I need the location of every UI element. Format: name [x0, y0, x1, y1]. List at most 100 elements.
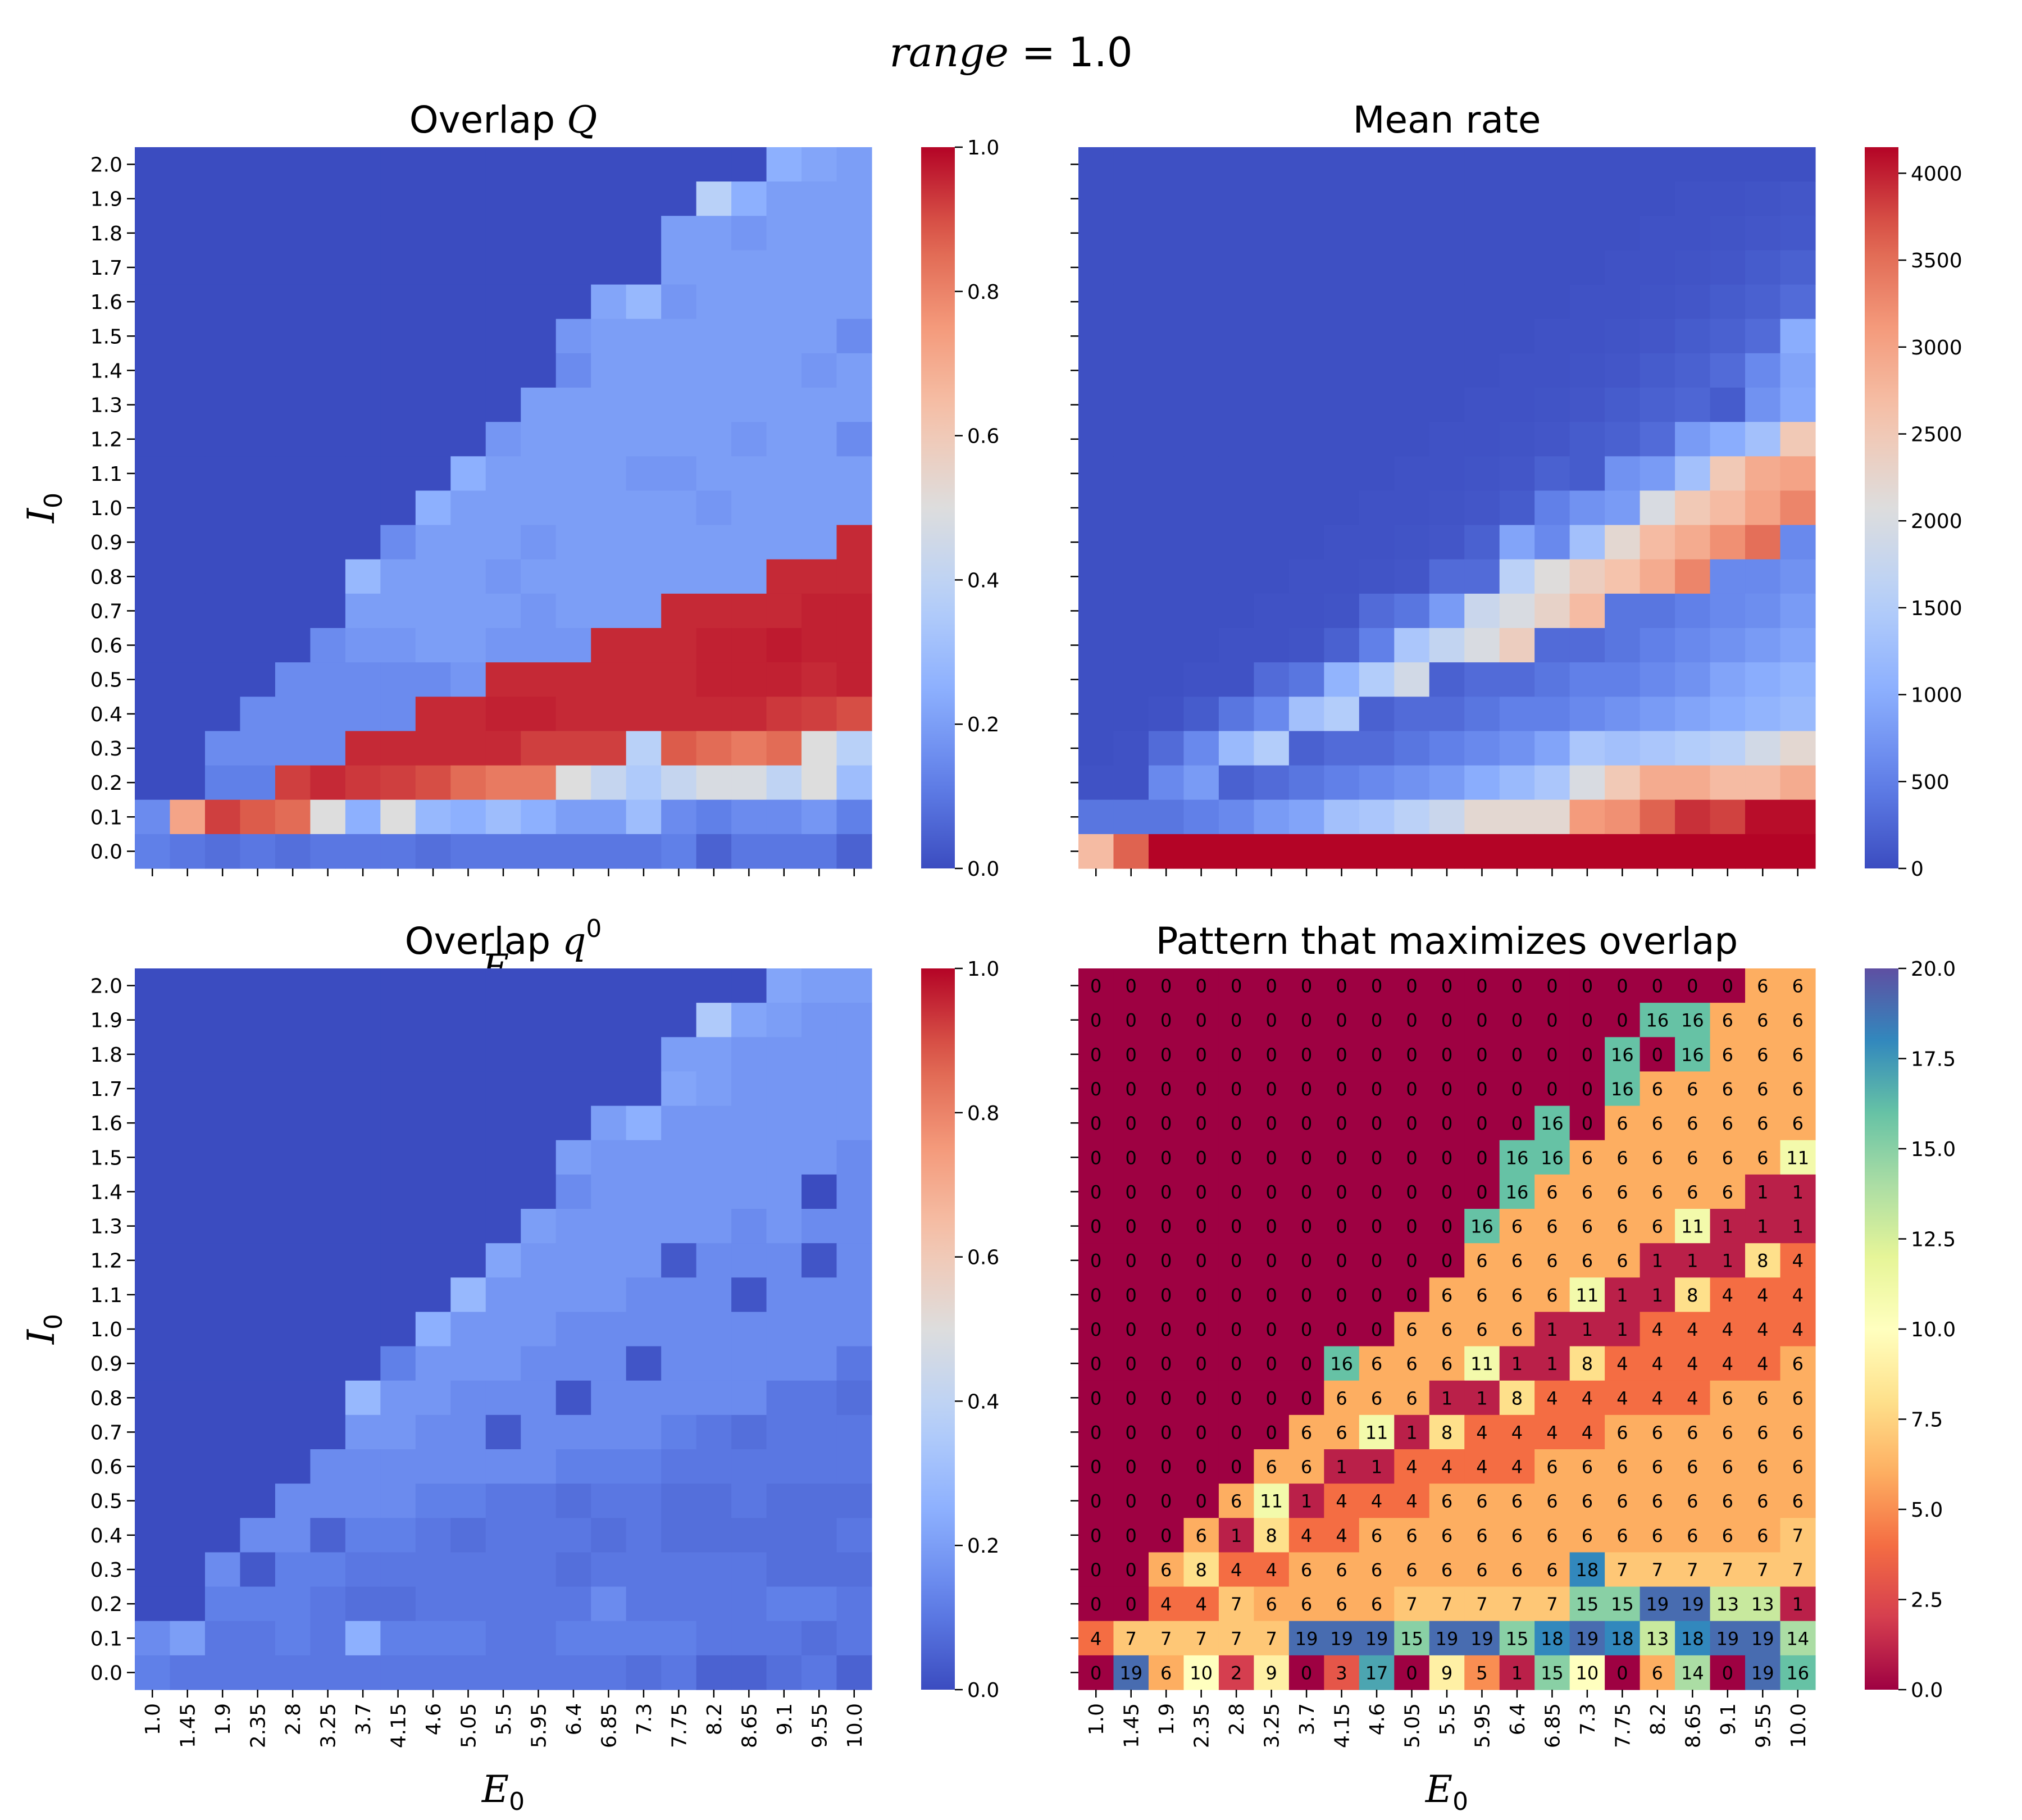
heatmap-cell — [555, 388, 591, 422]
heatmap-cell — [1394, 388, 1430, 422]
heatmap-cell — [310, 593, 346, 629]
cell-annotation: 6 — [1757, 1044, 1768, 1066]
heatmap-cell — [766, 250, 802, 285]
heatmap-cell — [661, 559, 697, 594]
heatmap-cell — [1499, 834, 1535, 869]
heatmap-cell — [1710, 525, 1746, 560]
cell-annotation: 0 — [1371, 1113, 1382, 1134]
heatmap-cell — [240, 1380, 276, 1416]
cell-annotation: 6 — [1616, 1147, 1628, 1168]
cell-annotation: 0 — [1265, 976, 1277, 997]
heatmap-cell — [661, 1518, 697, 1553]
y-tick-label: 2.0 — [90, 154, 122, 177]
heatmap-cell — [1254, 799, 1290, 835]
heatmap-cell — [380, 1552, 416, 1587]
heatmap-cell — [1324, 697, 1360, 732]
heatmap-cell — [1605, 1380, 1641, 1416]
heatmap-cell — [591, 559, 627, 594]
colorbar-tick-label: 1500 — [1911, 597, 1962, 620]
heatmap-cell — [275, 1655, 311, 1690]
heatmap-cell — [485, 593, 521, 629]
heatmap-cell — [1429, 456, 1465, 492]
heatmap-cell — [275, 216, 311, 251]
y-tick-label: 0.9 — [90, 1353, 122, 1376]
heatmap-cell — [1675, 388, 1711, 422]
heatmap-cell — [591, 1312, 627, 1347]
heatmap-cell — [1640, 1312, 1675, 1347]
cell-annotation: 0 — [1265, 1181, 1277, 1203]
heatmap-cell — [696, 525, 732, 560]
heatmap-cell — [1429, 1071, 1465, 1107]
heatmap-cell — [626, 1140, 662, 1175]
cell-annotation: 8 — [1511, 1387, 1523, 1409]
heatmap-cell — [1429, 1209, 1465, 1244]
heatmap-cell — [696, 1174, 732, 1209]
heatmap-cell — [135, 1071, 171, 1107]
cell-annotation: 6 — [1792, 1422, 1804, 1443]
cell-annotation: 0 — [1511, 1079, 1523, 1100]
heatmap-cell — [626, 525, 662, 560]
heatmap-cell — [1113, 1037, 1149, 1072]
cell-annotation: 7 — [1687, 1559, 1698, 1581]
heatmap-cell — [1605, 1277, 1641, 1313]
cell-annotation: 6 — [1757, 1079, 1768, 1100]
x-tick-label: 7.75 — [668, 1703, 691, 1748]
heatmap-cell — [380, 731, 416, 766]
cell-annotation: 1 — [1616, 1285, 1628, 1306]
heatmap-cell — [1464, 697, 1500, 732]
y-tick-label: 1.6 — [90, 291, 122, 314]
heatmap-cell — [1078, 1243, 1114, 1278]
heatmap-cell — [555, 1209, 591, 1244]
heatmap-cell — [521, 1586, 557, 1622]
heatmap-cell — [135, 1380, 171, 1416]
cell-annotation: 0 — [1476, 1147, 1487, 1168]
heatmap-cell — [415, 1174, 451, 1209]
y-tick-label: 0.0 — [90, 1662, 122, 1685]
heatmap-cell — [801, 490, 837, 526]
heatmap-cell — [801, 628, 837, 663]
heatmap-cell — [836, 559, 872, 594]
heatmap-cell — [731, 1621, 767, 1656]
y-tick-label: 0.1 — [90, 806, 122, 829]
heatmap-cell — [696, 834, 732, 869]
heatmap-cell — [1534, 422, 1570, 457]
heatmap-cell — [766, 1071, 802, 1107]
heatmap-cell — [240, 1586, 276, 1622]
cell-annotation: 11 — [1576, 1285, 1599, 1306]
heatmap-cell — [240, 799, 276, 835]
heatmap-cell — [766, 1346, 802, 1381]
heatmap-cell — [591, 1003, 627, 1038]
heatmap-cell — [1710, 1380, 1746, 1416]
x-tick-label: 8.65 — [738, 1703, 761, 1748]
heatmap-cell — [1499, 1105, 1535, 1141]
heatmap-cell — [1780, 593, 1816, 629]
cell-annotation: 6 — [1792, 1353, 1804, 1375]
cell-annotation: 10 — [1190, 1662, 1213, 1684]
heatmap-cell — [1534, 181, 1570, 216]
cell-annotation: 6 — [1757, 1457, 1768, 1478]
y-tick-label: 0.3 — [90, 738, 122, 761]
cell-annotation: 0 — [1371, 1285, 1382, 1306]
heatmap-cell — [275, 1209, 311, 1244]
heatmap-cell — [521, 628, 557, 663]
heatmap-cell — [415, 968, 451, 1003]
heatmap-cell — [591, 490, 627, 526]
heatmap-cell — [240, 765, 276, 800]
heatmap-cell — [1254, 1209, 1290, 1244]
heatmap-cell — [1359, 731, 1395, 766]
heatmap-cell — [1359, 1312, 1395, 1347]
cell-annotation: 6 — [1476, 1525, 1487, 1546]
x-tick-label: 2.8 — [1226, 1703, 1249, 1735]
heatmap-cell — [1078, 216, 1114, 251]
cell-annotation: 4 — [1546, 1387, 1558, 1409]
heatmap-cell — [1640, 490, 1675, 526]
heatmap-cell — [1113, 250, 1149, 285]
heatmap-cell — [170, 834, 206, 869]
heatmap-cell — [555, 1518, 591, 1553]
heatmap-cell — [1534, 1003, 1570, 1038]
x-tick-label: 2.35 — [247, 1703, 270, 1748]
heatmap-cell — [1324, 968, 1360, 1003]
heatmap-cell — [1324, 765, 1360, 800]
heatmap-cell — [1078, 1071, 1114, 1107]
